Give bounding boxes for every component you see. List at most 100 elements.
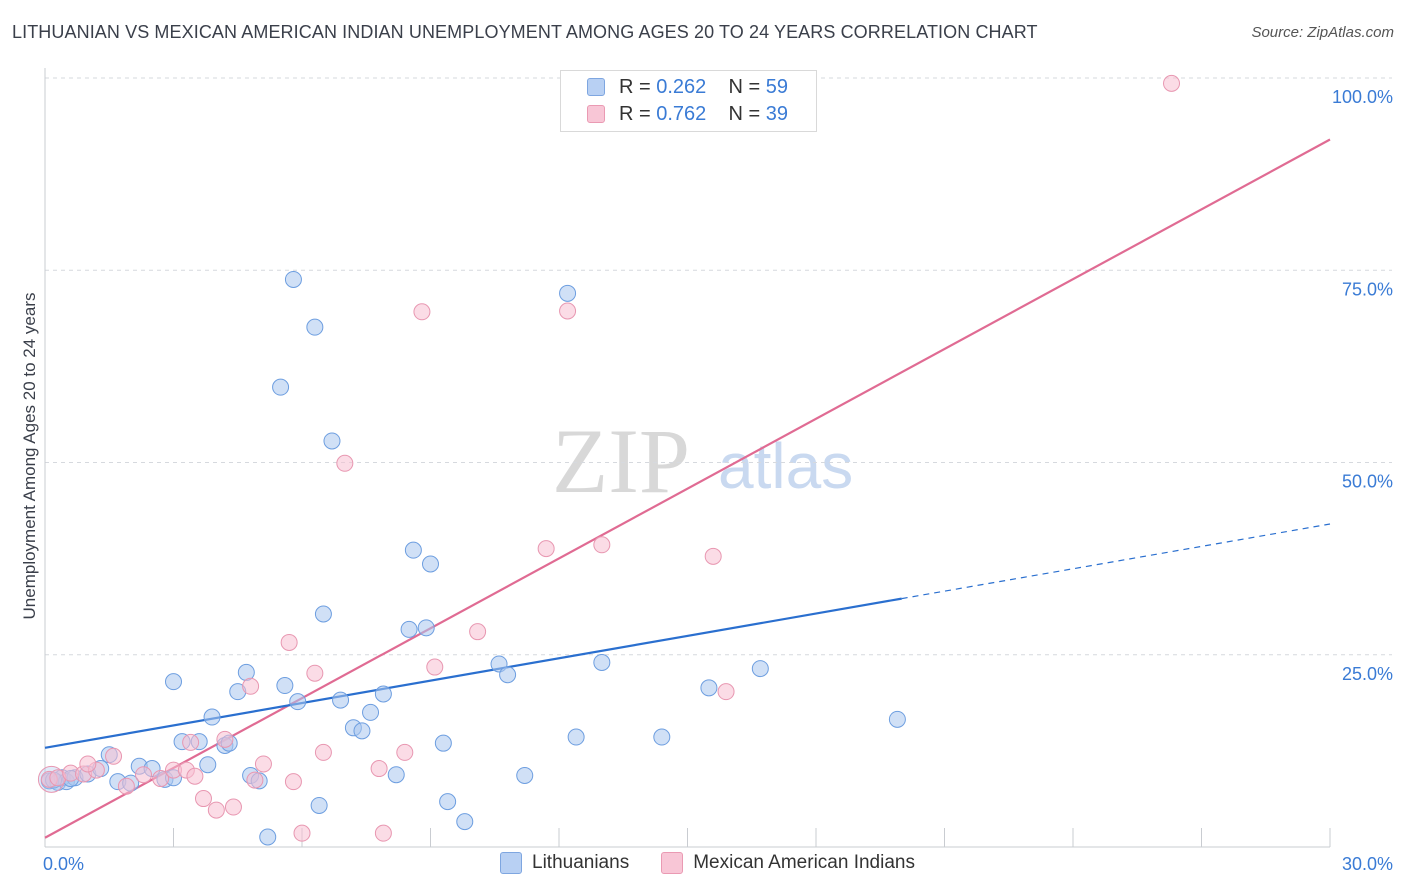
point-mexican-american-indians bbox=[186, 767, 204, 785]
point-lithuanians bbox=[272, 378, 290, 396]
point-mexican-american-indians bbox=[284, 773, 302, 791]
point-lithuanians bbox=[417, 619, 435, 637]
legend-n-value: 39 bbox=[765, 102, 789, 125]
y-tick-label: 75.0% bbox=[1342, 279, 1393, 299]
point-mexican-american-indians bbox=[426, 658, 444, 676]
point-mexican-american-indians bbox=[242, 677, 260, 695]
bottom-legend-label-mexican-american-indians: Mexican American Indians bbox=[693, 852, 915, 873]
y-tick-label: 50.0% bbox=[1342, 472, 1393, 492]
legend-r-label: R = bbox=[619, 102, 651, 125]
legend-n-label: N = bbox=[728, 75, 761, 98]
point-mexican-american-indians bbox=[216, 730, 234, 748]
point-mexican-american-indians bbox=[254, 755, 272, 773]
x-tick-label: 30.0% bbox=[1342, 854, 1393, 874]
legend-r-value: 0.762 bbox=[656, 102, 707, 125]
point-lithuanians bbox=[165, 673, 182, 691]
point-mexican-american-indians bbox=[182, 733, 200, 751]
point-mexican-american-indians bbox=[314, 743, 332, 761]
point-lithuanians bbox=[404, 541, 422, 559]
point-lithuanians bbox=[323, 432, 341, 450]
series-lithuanians-points bbox=[37, 270, 906, 846]
bottom-legend-swatch-pink bbox=[661, 852, 684, 874]
y-axis-title: Unemployment Among Ages 20 to 24 years bbox=[20, 293, 39, 620]
trend-line-lithuanians bbox=[44, 597, 902, 749]
point-mexican-american-indians bbox=[306, 664, 324, 682]
point-lithuanians bbox=[593, 653, 611, 671]
y-tick-labels: 25.0% 50.0% 75.0% 100.0% bbox=[1332, 87, 1393, 684]
point-lithuanians bbox=[700, 679, 718, 697]
legend-swatch-pink bbox=[587, 105, 605, 123]
point-lithuanians bbox=[374, 685, 392, 703]
point-lithuanians bbox=[516, 766, 534, 784]
point-mexican-american-indians bbox=[717, 683, 735, 701]
legend-r-label: R = bbox=[619, 75, 651, 98]
point-mexican-american-indians bbox=[374, 824, 392, 842]
x-tick-labels: 0.0% 30.0% bbox=[43, 854, 1393, 874]
point-lithuanians bbox=[387, 766, 405, 784]
point-lithuanians bbox=[259, 828, 277, 846]
point-lithuanians bbox=[353, 722, 371, 740]
legend-row-lithuanians: R = 0.262 N = 59 bbox=[587, 75, 788, 99]
trend-line-lithuanians-extrapolated bbox=[901, 523, 1331, 600]
point-mexican-american-indians bbox=[396, 743, 414, 761]
point-mexican-american-indians bbox=[194, 790, 212, 808]
point-mexican-american-indians bbox=[593, 536, 611, 554]
watermark: ZIP atlas bbox=[552, 410, 853, 512]
point-lithuanians bbox=[199, 756, 217, 774]
trend-line-mexican-american-indians bbox=[44, 138, 1331, 839]
point-lithuanians bbox=[314, 605, 332, 623]
bottom-legend-swatch-blue bbox=[500, 852, 522, 874]
point-lithuanians bbox=[751, 660, 769, 678]
point-lithuanians bbox=[203, 708, 221, 726]
bottom-legend-label-lithuanians: Lithuanians bbox=[532, 852, 630, 873]
watermark-atlas: atlas bbox=[718, 430, 853, 502]
point-mexican-american-indians bbox=[559, 302, 577, 320]
point-lithuanians bbox=[310, 796, 328, 814]
point-lithuanians bbox=[888, 710, 906, 728]
legend-r-value: 0.262 bbox=[656, 75, 707, 98]
point-mexican-american-indians bbox=[152, 770, 170, 788]
point-lithuanians bbox=[499, 666, 517, 684]
gridlines bbox=[45, 77, 1392, 656]
legend-row-mexican-american-indians: R = 0.762 N = 39 bbox=[587, 102, 788, 126]
point-mexican-american-indians bbox=[469, 623, 487, 641]
source-label: Source: ZipAtlas.com bbox=[1251, 24, 1394, 41]
y-tick-label: 25.0% bbox=[1342, 664, 1393, 684]
point-mexican-american-indians bbox=[1163, 74, 1181, 92]
point-mexican-american-indians bbox=[246, 771, 264, 789]
point-lithuanians bbox=[400, 620, 418, 638]
point-mexican-american-indians bbox=[79, 755, 97, 773]
x-tick-label: 0.0% bbox=[43, 854, 84, 874]
legend-n-value: 59 bbox=[765, 75, 789, 98]
point-lithuanians bbox=[653, 728, 671, 746]
point-lithuanians bbox=[332, 691, 350, 709]
point-mexican-american-indians bbox=[207, 801, 225, 819]
series-mexican-american-indians-points bbox=[40, 74, 1181, 842]
bottom-legend: Lithuanians Mexican American Indians bbox=[500, 852, 947, 874]
point-lithuanians bbox=[276, 677, 294, 695]
point-lithuanians bbox=[434, 734, 452, 752]
point-lithuanians bbox=[362, 703, 380, 721]
point-mexican-american-indians bbox=[704, 547, 722, 565]
point-lithuanians bbox=[284, 270, 302, 288]
point-lithuanians bbox=[306, 318, 324, 336]
point-lithuanians bbox=[422, 555, 439, 573]
watermark-zip: ZIP bbox=[552, 410, 690, 512]
axes bbox=[44, 68, 1331, 848]
point-mexican-american-indians bbox=[117, 777, 135, 795]
point-lithuanians bbox=[456, 813, 474, 831]
point-mexican-american-indians bbox=[280, 633, 298, 651]
point-mexican-american-indians bbox=[105, 747, 123, 765]
point-lithuanians bbox=[439, 793, 457, 811]
point-lithuanians bbox=[567, 728, 585, 746]
point-mexican-american-indians bbox=[413, 303, 431, 321]
point-mexican-american-indians bbox=[224, 798, 242, 816]
y-tick-label: 100.0% bbox=[1332, 87, 1393, 107]
point-mexican-american-indians bbox=[135, 766, 153, 784]
bottom-legend-mexican-american-indians: Mexican American Indians bbox=[661, 852, 915, 874]
point-mexican-american-indians bbox=[293, 824, 311, 842]
point-mexican-american-indians bbox=[370, 760, 388, 778]
legend-swatch-blue bbox=[587, 78, 605, 96]
point-mexican-american-indians bbox=[537, 540, 555, 558]
